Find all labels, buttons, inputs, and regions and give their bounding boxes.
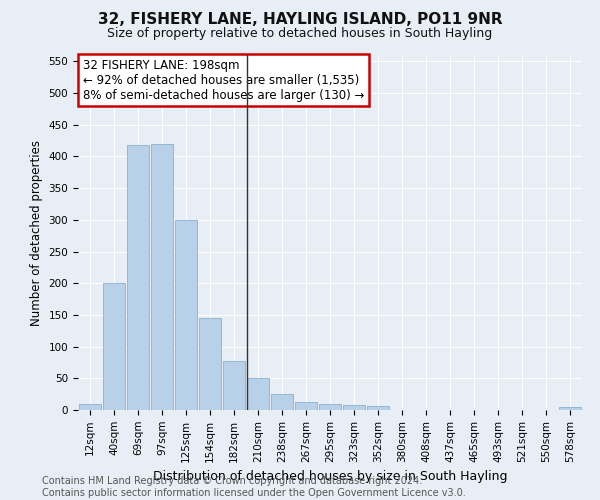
Bar — [199, 318, 221, 410]
Text: 32, FISHERY LANE, HAYLING ISLAND, PO11 9NR: 32, FISHERY LANE, HAYLING ISLAND, PO11 9… — [98, 12, 502, 28]
Y-axis label: Number of detached properties: Number of detached properties — [30, 140, 43, 326]
X-axis label: Distribution of detached houses by size in South Hayling: Distribution of detached houses by size … — [153, 470, 507, 483]
Bar — [367, 406, 389, 410]
Bar — [559, 407, 581, 410]
Bar — [343, 405, 365, 410]
Bar — [151, 144, 173, 410]
Text: Size of property relative to detached houses in South Hayling: Size of property relative to detached ho… — [107, 28, 493, 40]
Bar — [271, 394, 293, 410]
Bar — [103, 283, 125, 410]
Bar — [127, 145, 149, 410]
Bar — [247, 378, 269, 410]
Bar — [319, 404, 341, 410]
Bar — [79, 404, 101, 410]
Bar — [295, 402, 317, 410]
Bar — [223, 360, 245, 410]
Text: 32 FISHERY LANE: 198sqm
← 92% of detached houses are smaller (1,535)
8% of semi-: 32 FISHERY LANE: 198sqm ← 92% of detache… — [83, 58, 364, 102]
Text: Contains HM Land Registry data © Crown copyright and database right 2024.
Contai: Contains HM Land Registry data © Crown c… — [42, 476, 466, 498]
Bar — [175, 220, 197, 410]
